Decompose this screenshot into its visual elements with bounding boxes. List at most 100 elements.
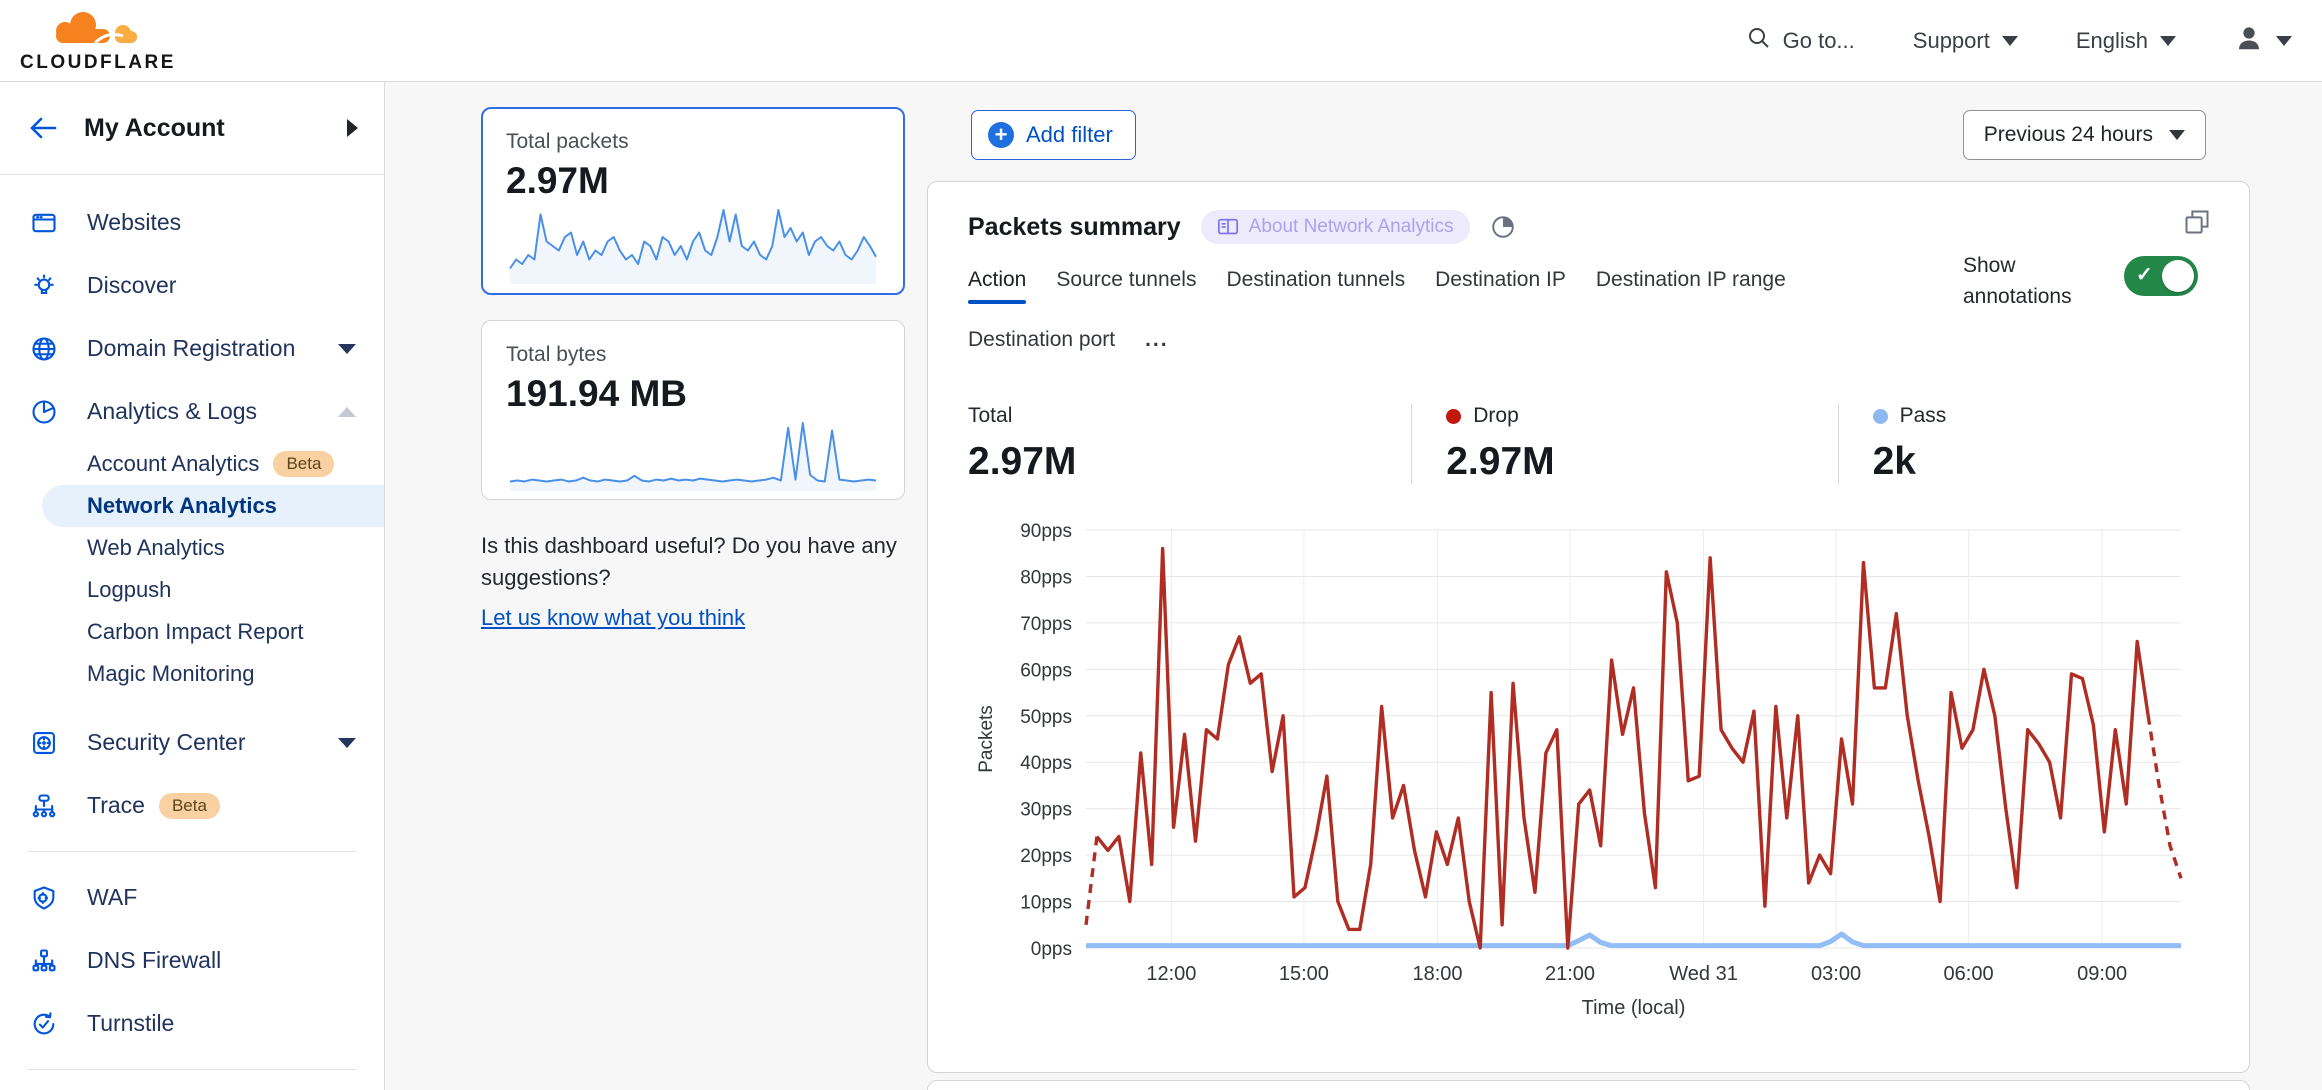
svg-text:18:00: 18:00 (1412, 963, 1462, 985)
top-navigation: Go to... Support English (1747, 23, 2292, 59)
svg-text:12:00: 12:00 (1146, 963, 1196, 985)
svg-text:50pps: 50pps (1020, 707, 1072, 728)
card-title-row: Packets summary About Network Analytics (968, 210, 2209, 244)
svg-text:Packets: Packets (976, 705, 997, 773)
chevron-down-icon (2160, 35, 2176, 46)
next-card-partial (927, 1080, 2250, 1090)
svg-text:90pps: 90pps (1020, 521, 1072, 542)
total-drop: Drop 2.97M (1411, 404, 1837, 484)
sidebar-item-waf[interactable]: WAF (0, 866, 384, 929)
sidebar: My Account Websites Discover Domain Regist… (0, 82, 385, 1090)
svg-text:Wed 31: Wed 31 (1669, 963, 1738, 985)
goto-search[interactable]: Go to... (1747, 26, 1855, 56)
analytics-icon (30, 398, 58, 426)
sidebar-item-websites[interactable]: Websites (0, 191, 384, 254)
total-packets-label: Total packets (506, 130, 629, 153)
sidebar-account-header: My Account (0, 82, 384, 175)
tab-destination-ip-range[interactable]: Destination IP range (1595, 268, 1786, 291)
account-name[interactable]: My Account (84, 113, 225, 142)
sidebar-item-domain-registration[interactable]: Domain Registration (0, 317, 384, 380)
sidebar-item-label: Websites (87, 209, 182, 235)
sidebar-item-network-analytics[interactable]: Network Analytics (42, 485, 384, 527)
chevron-down-icon (2001, 35, 2018, 46)
content-area: Total packets 2.97M Total bytes 191.94 M… (385, 82, 2322, 1090)
websites-icon (30, 209, 58, 237)
tab-destination-tunnels[interactable]: Destination tunnels (1226, 268, 1406, 291)
svg-text:15:00: 15:00 (1279, 963, 1329, 985)
book-icon (1217, 218, 1238, 235)
topbar: CLOUDFLARE Go to... Support English (0, 0, 2322, 82)
sidebar-item-account-analytics[interactable]: Account Analytics Beta (0, 443, 384, 485)
sidebar-item-magic-monitoring[interactable]: Magic Monitoring (0, 653, 384, 695)
user-menu[interactable] (2234, 23, 2292, 59)
packets-time-series-chart[interactable]: 0pps 10pps 20pps 30pps 40pps 50pps 60pps 70pps 8… (968, 518, 2211, 1023)
tab-destination-ip[interactable]: Destination IP (1435, 268, 1566, 291)
tab-destination-port[interactable]: Destination port (968, 328, 1116, 351)
expand-panel-icon[interactable] (2183, 208, 2211, 236)
trace-icon (30, 792, 58, 820)
data-freshness-pie-icon[interactable] (1490, 214, 1516, 240)
total-packets-card[interactable]: Total packets 2.97M (481, 107, 905, 295)
sidebar-item-label: Discover (87, 272, 177, 298)
support-menu[interactable]: Support (1913, 28, 2018, 54)
back-arrow-icon[interactable] (28, 115, 58, 141)
globe-icon (30, 335, 58, 363)
sidebar-item-turnstile[interactable]: Turnstile (0, 992, 384, 1055)
total-total: Total 2.97M (968, 404, 1411, 484)
cloudflare-logo[interactable]: CLOUDFLARE (20, 9, 176, 74)
sidebar-divider (28, 851, 356, 852)
dimension-tabs: Action Source tunnels Destination tunnels D… (968, 268, 1888, 364)
sidebar-item-label: Web Analytics (87, 535, 225, 560)
feedback-link[interactable]: Let us know what you think (481, 605, 746, 630)
sidebar-item-carbon-impact-report[interactable]: Carbon Impact Report (0, 611, 384, 653)
chevron-right-icon[interactable] (347, 119, 358, 137)
add-filter-button[interactable]: + Add filter (971, 110, 1136, 160)
logo-wordmark: CLOUDFLARE (20, 52, 176, 73)
sidebar-item-label: Trace (87, 792, 145, 818)
dns-icon (30, 947, 58, 975)
toggle-knob (2162, 260, 2194, 292)
tab-more[interactable]: ... (1145, 328, 1169, 351)
sidebar-item-logpush[interactable]: Logpush (0, 569, 384, 611)
total-value: 2.97M (968, 440, 1077, 483)
sidebar-item-label: Logpush (87, 577, 172, 602)
total-value: 2.97M (1446, 440, 1555, 483)
svg-text:21:00: 21:00 (1545, 963, 1595, 985)
sidebar-item-trace[interactable]: Trace Beta (0, 774, 384, 837)
sidebar-item-label: Security Center (87, 729, 246, 755)
sidebar-item-item[interactable] (0, 1084, 384, 1090)
total-label: Total (968, 404, 1013, 427)
about-badge-label: About Network Analytics (1248, 216, 1454, 237)
sidebar-item-security-center[interactable]: Security Center (0, 711, 384, 774)
language-menu[interactable]: English (2076, 28, 2176, 54)
sidebar-item-web-analytics[interactable]: Web Analytics (0, 527, 384, 569)
discover-icon (30, 272, 58, 300)
search-icon (1747, 26, 1771, 56)
sidebar-item-dns-firewall[interactable]: DNS Firewall (0, 929, 384, 992)
user-icon (2234, 23, 2264, 59)
show-annotations-label: Show annotations (1963, 254, 2072, 308)
sidebar-item-analytics-logs[interactable]: Analytics & Logs (0, 380, 384, 443)
svg-text:10pps: 10pps (1020, 893, 1072, 914)
svg-text:60pps: 60pps (1020, 660, 1072, 681)
sidebar-item-label: Domain Registration (87, 335, 296, 361)
about-network-analytics-badge[interactable]: About Network Analytics (1200, 210, 1470, 244)
sidebar-item-label: Carbon Impact Report (87, 619, 304, 644)
sidebar-item-label: WAF (87, 884, 138, 910)
metrics-column: Total packets 2.97M Total bytes 191.94 M… (481, 107, 905, 634)
beta-badge: Beta (273, 451, 335, 477)
svg-text:06:00: 06:00 (1944, 963, 1994, 985)
totals-row: Total 2.97M Drop 2.97M Pass 2k (968, 404, 2209, 484)
time-range-value: Previous 24 hours (1983, 123, 2153, 146)
chevron-down-icon (338, 343, 356, 354)
svg-text:40pps: 40pps (1020, 753, 1072, 774)
sidebar-item-discover[interactable]: Discover (0, 254, 384, 317)
tab-source-tunnels[interactable]: Source tunnels (1056, 268, 1197, 291)
svg-text:80pps: 80pps (1020, 567, 1072, 588)
svg-text:Time (local): Time (local) (1582, 997, 1686, 1019)
time-range-dropdown[interactable]: Previous 24 hours (1962, 110, 2206, 160)
total-bytes-card[interactable]: Total bytes 191.94 MB (481, 320, 905, 500)
tab-action[interactable]: Action (968, 268, 1027, 304)
show-annotations-toggle[interactable]: ✓ (2124, 256, 2198, 296)
filter-row: + Add filter Previous 24 hours (971, 110, 2206, 160)
